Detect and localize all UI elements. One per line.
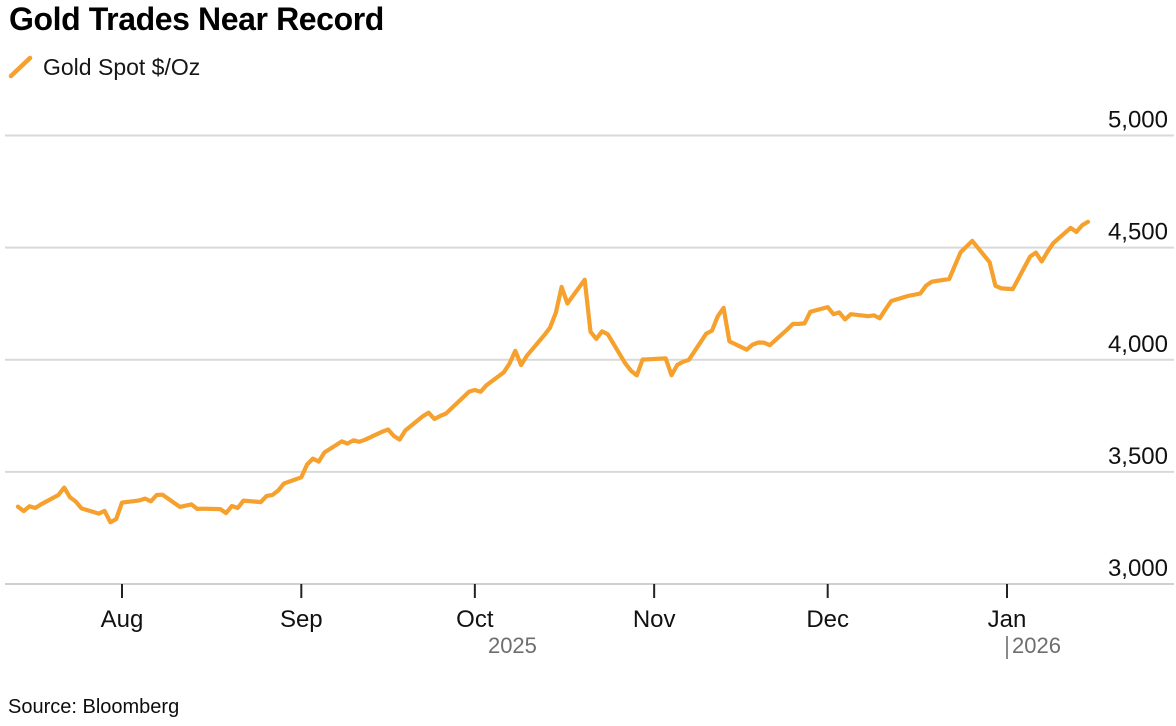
x-axis-month-label: Oct	[456, 606, 494, 633]
legend-marker-line	[8, 55, 33, 79]
y-axis-label: 3,000	[1108, 555, 1168, 582]
x-axis-month-label: Sep	[280, 606, 323, 633]
x-axis-month-label: Nov	[633, 606, 676, 633]
page-title: Gold Trades Near Record	[9, 1, 384, 37]
x-axis-month-label: Jan	[988, 606, 1027, 633]
x-axis-month-label: Aug	[101, 606, 144, 633]
source-text: Source: Bloomberg	[8, 696, 180, 718]
y-axis-label: 4,000	[1108, 331, 1168, 358]
y-axis-label: 3,500	[1108, 443, 1168, 470]
year-label-2026: 2026	[1012, 633, 1061, 658]
legend-label: Gold Spot $/Oz	[43, 53, 201, 80]
legend: Gold Spot $/Oz	[6, 53, 200, 81]
x-axis-month-label: Dec	[806, 606, 849, 633]
y-axis-label: 4,500	[1108, 219, 1168, 246]
y-axis-label: 5,000	[1108, 107, 1168, 134]
line-series-marker-icon	[8, 55, 33, 79]
gold-price-line	[15, 219, 1091, 525]
year-label-2025: 2025	[488, 633, 537, 658]
